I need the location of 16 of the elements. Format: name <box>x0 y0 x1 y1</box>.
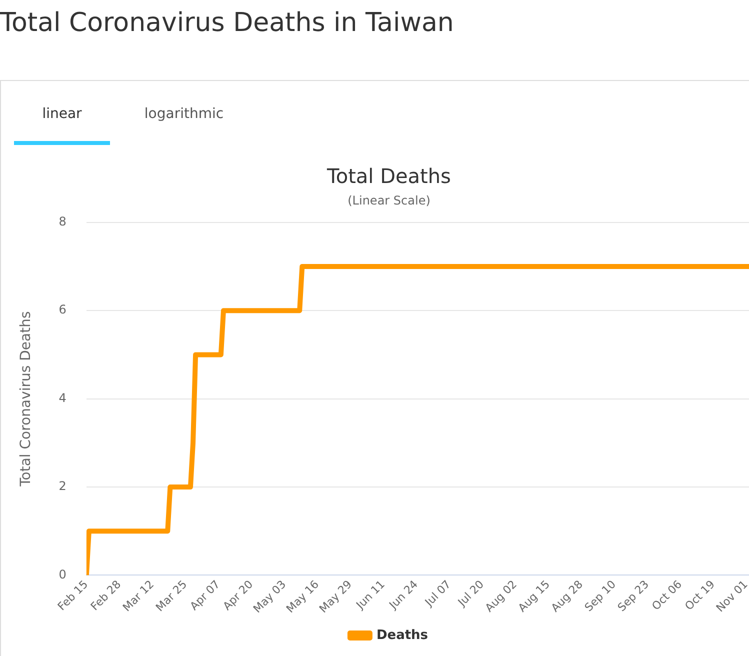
text: logarithmic <box>143 106 225 122</box>
chart-title: Total Deaths <box>326 164 451 188</box>
y-tick-label: 2 <box>58 479 66 494</box>
x-tick-label: Oct 06 <box>649 578 684 613</box>
chart-subtitle: (Linear Scale) <box>348 193 430 208</box>
x-tick-label: Jul 07 <box>422 578 454 610</box>
x-tick-label: Jun 11 <box>353 578 388 612</box>
x-tick-label: Jun 24 <box>386 578 420 612</box>
legend-label: Deaths <box>376 628 428 643</box>
text: Total Coronavirus Deaths in Taiwan <box>0 8 454 38</box>
x-tick-label: Apr 07 <box>188 578 223 613</box>
y-axis-title: Total Coronavirus Deaths <box>18 311 34 488</box>
text: linear <box>41 106 83 122</box>
y-tick-label: 6 <box>58 302 66 317</box>
y-tick-label: 8 <box>58 214 66 229</box>
y-tick-label: 4 <box>58 390 66 405</box>
